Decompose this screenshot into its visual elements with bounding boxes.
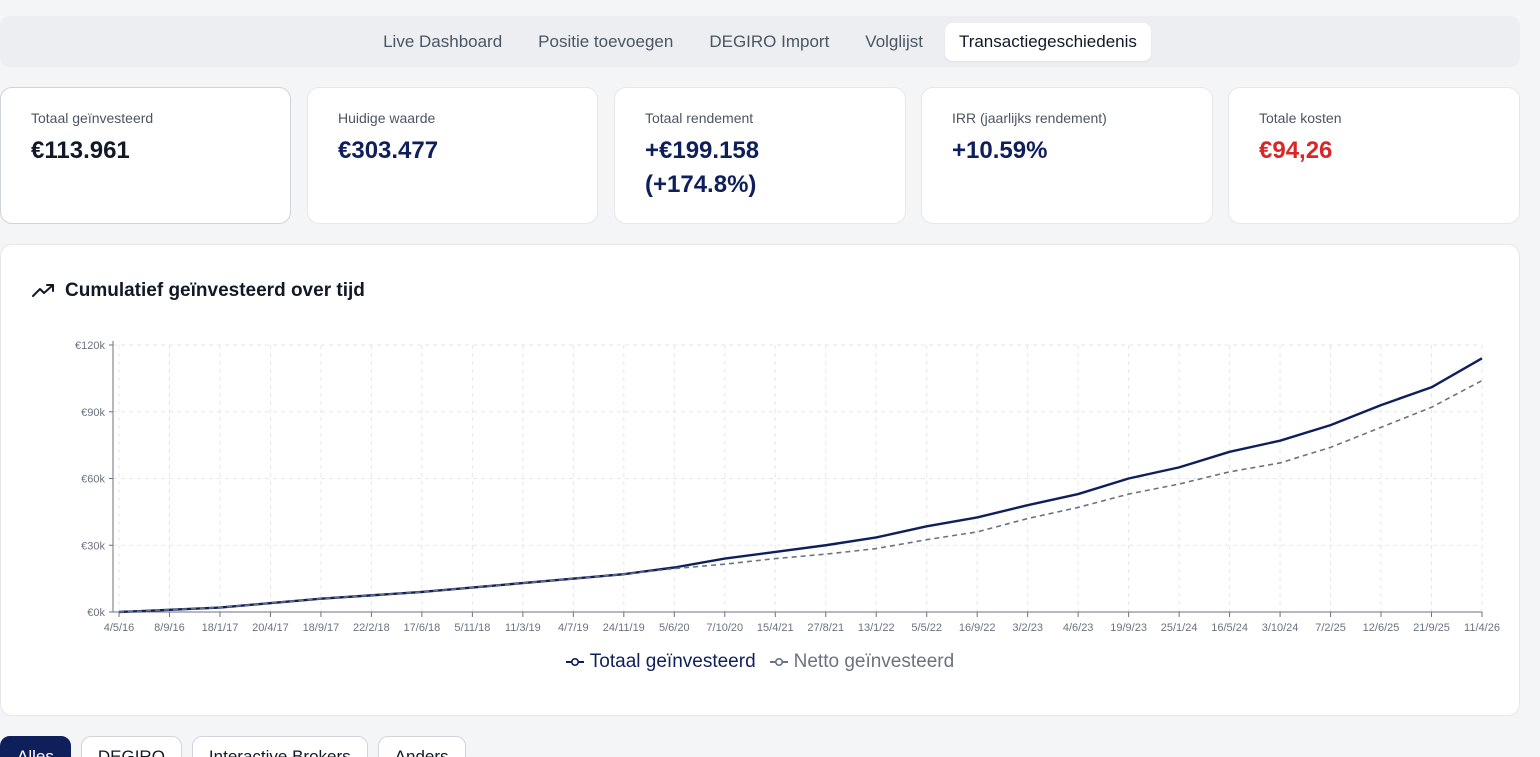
y-tick-label: €120k xyxy=(75,340,105,352)
broker-filter-bar: Alles DEGIRO Interactive Brokers Anders xyxy=(0,736,466,757)
x-tick-label: 5/6/20 xyxy=(659,622,690,634)
y-tick-label: €0k xyxy=(87,607,105,619)
x-tick-label: 5/11/18 xyxy=(454,622,490,634)
y-tick-label: €60k xyxy=(81,474,105,486)
filter-alles[interactable]: Alles xyxy=(0,736,71,757)
legend-label: Totaal geïnvesteerd xyxy=(589,651,756,672)
x-tick-label: 5/5/22 xyxy=(911,622,942,634)
tab-degiro-import[interactable]: DEGIRO Import xyxy=(709,31,830,51)
tab-transactiegeschiedenis[interactable]: Transactiegeschiedenis xyxy=(944,22,1151,61)
filter-anders[interactable]: Anders xyxy=(377,736,466,757)
trending-up-icon xyxy=(32,284,54,297)
y-tick-label: €30k xyxy=(81,540,105,552)
main-tab-bar: Live Dashboard Positie toevoegen DEGIRO … xyxy=(0,16,1520,67)
stat-value: +€199.158 (+174.8%) xyxy=(645,137,760,198)
x-tick-label: 8/9/16 xyxy=(154,622,185,634)
x-tick-label: 17/6/18 xyxy=(404,622,441,634)
tab-volglijst[interactable]: Volglijst xyxy=(865,31,923,51)
x-tick-label: 24/11/19 xyxy=(603,622,645,634)
x-tick-label: 16/5/24 xyxy=(1211,622,1248,634)
stat-label: IRR (jaarlijks rendement) xyxy=(952,110,1107,126)
chart-legend: Totaal geïnvesteerd Netto geïnvesteerd xyxy=(1,651,1519,673)
stat-value: €303.477 xyxy=(338,137,439,164)
stat-card-huidige-waarde: Huidige waarde €303.477 xyxy=(307,87,598,224)
x-tick-label: 19/9/23 xyxy=(1110,622,1147,634)
stat-value: €94,26 xyxy=(1259,137,1333,164)
x-tick-label: 20/4/17 xyxy=(252,622,289,634)
x-tick-label: 4/6/23 xyxy=(1063,622,1094,634)
x-tick-label: 7/10/20 xyxy=(706,622,743,634)
stat-card-totaal-rendement: Totaal rendement +€199.158 (+174.8%) xyxy=(614,87,906,224)
x-tick-label: 25/1/24 xyxy=(1161,622,1198,634)
x-tick-label: 4/5/16 xyxy=(104,622,135,634)
stat-card-irr: IRR (jaarlijks rendement) +10.59% xyxy=(921,87,1213,224)
legend-label: Netto geïnvesteerd xyxy=(793,651,955,672)
series-line-netto xyxy=(118,379,1483,613)
legend-item-netto[interactable]: Netto geïnvesteerd xyxy=(769,651,955,673)
x-tick-label: 11/3/19 xyxy=(505,622,541,634)
stat-value: +10.59% xyxy=(952,137,1048,164)
chart-title: Cumulatief geïnvesteerd over tijd xyxy=(31,279,365,303)
x-tick-label: 16/9/22 xyxy=(959,622,996,634)
x-tick-label: 12/6/25 xyxy=(1363,622,1400,634)
legend-line-marker-icon xyxy=(565,657,584,667)
x-tick-label: 15/4/21 xyxy=(757,622,794,634)
x-tick-label: 18/9/17 xyxy=(303,622,340,634)
x-tick-label: 27/8/21 xyxy=(807,622,844,634)
investment-line-chart: €0k €30k €60k €90k €120k 4/5/16 8/9/16 18/1/17 2… xyxy=(75,340,1500,634)
x-tick-label: 21/9/25 xyxy=(1413,622,1450,634)
x-tick-label: 22/2/18 xyxy=(353,622,390,634)
y-tick-label: €90k xyxy=(81,407,105,419)
x-tick-label: 11/4/26 xyxy=(1464,622,1500,634)
stat-label: Totaal rendement xyxy=(645,110,754,126)
x-tick-label: 3/2/23 xyxy=(1012,622,1043,634)
stat-label: Totale kosten xyxy=(1259,110,1342,126)
tab-live-dashboard[interactable]: Live Dashboard xyxy=(383,31,503,51)
legend-item-totaal[interactable]: Totaal geïnvesteerd xyxy=(565,651,756,673)
filter-degiro[interactable]: DEGIRO xyxy=(80,736,182,757)
series-line-totaal xyxy=(118,357,1483,614)
x-tick-label: 13/1/22 xyxy=(858,622,895,634)
x-tick-label: 3/10/24 xyxy=(1262,622,1299,634)
stat-value: €113.961 xyxy=(31,137,130,164)
stat-label: Huidige waarde xyxy=(338,110,436,126)
chart-card: Cumulatief geïnvesteerd over tijd €0k €30… xyxy=(0,244,1520,716)
x-tick-label: 7/2/25 xyxy=(1315,622,1346,634)
filter-interactive-brokers[interactable]: Interactive Brokers xyxy=(191,736,368,757)
legend-line-marker-icon xyxy=(769,657,788,667)
chart-title-text: Cumulatief geïnvesteerd over tijd xyxy=(65,280,365,301)
x-tick-label: 4/7/19 xyxy=(558,622,589,634)
x-tick-label: 18/1/17 xyxy=(202,622,239,634)
stat-label: Totaal geïnvesteerd xyxy=(31,110,154,126)
stat-card-totaal-geinvesteerd: Totaal geïnvesteerd €113.961 xyxy=(0,87,291,224)
tab-positie-toevoegen[interactable]: Positie toevoegen xyxy=(538,31,674,51)
stat-card-totale-kosten: Totale kosten €94,26 xyxy=(1228,87,1520,224)
